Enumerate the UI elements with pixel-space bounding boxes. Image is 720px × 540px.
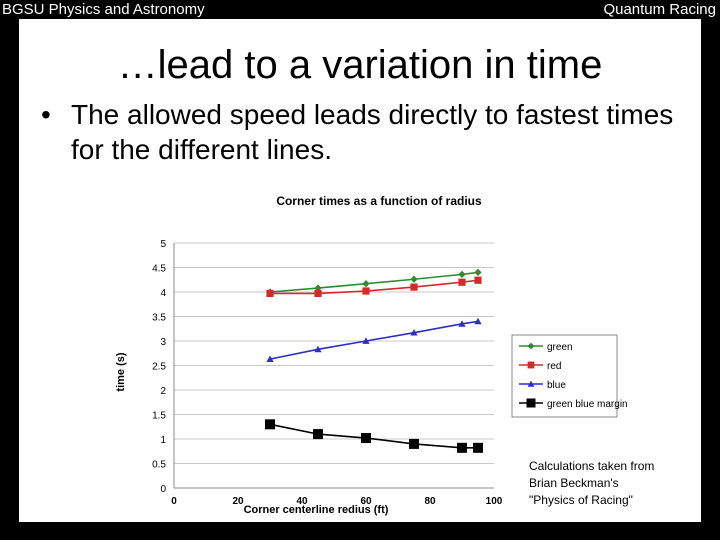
data-point-green-blue-margin	[457, 442, 467, 453]
legend-marker-blue	[527, 380, 535, 387]
y-tick-label: 0	[160, 484, 166, 495]
bullet-text: The allowed speed leads directly to fast…	[71, 99, 674, 165]
legend-label-red: red	[547, 361, 561, 372]
y-tick-label: 5	[160, 239, 166, 250]
bullet-item: • The allowed speed leads directly to fa…	[41, 97, 681, 167]
data-point-blue	[458, 320, 466, 327]
data-point-green	[362, 280, 370, 288]
tick-labels: 0 0.5 1 1.5 2 2.5 3 3.5 4 4.5 5 0 20 40 60 80 100	[152, 239, 503, 507]
legend-label-blue: blue	[547, 380, 566, 391]
data-point-green	[458, 270, 466, 278]
y-tick-label: 3.5	[152, 313, 166, 324]
slide-title: …lead to a variation in time	[117, 43, 603, 87]
data-point-blue	[266, 355, 274, 363]
credit-line: "Physics of Racing"	[529, 493, 633, 507]
data-point-red	[410, 283, 418, 291]
header-right-text: Quantum Racing	[603, 1, 716, 18]
y-tick-label: 3	[160, 337, 166, 348]
data-point-green	[410, 275, 418, 283]
credit-note: Calculations taken from Brian Beckman's …	[529, 458, 699, 509]
axes	[173, 243, 494, 489]
data-point-red	[266, 289, 274, 298]
x-tick-label: 80	[424, 496, 436, 507]
data-point-green	[474, 268, 482, 276]
data-point-red	[474, 276, 482, 284]
data-point-green-blue-margin	[409, 438, 419, 449]
data-point-green-blue-margin	[361, 433, 371, 444]
y-tick-label: 4	[160, 288, 166, 299]
x-tick-label: 60	[360, 496, 372, 507]
data-point-blue	[474, 317, 482, 325]
x-tick-label: 0	[171, 496, 177, 507]
data-point-blue	[410, 329, 418, 336]
y-tick-label: 1.5	[152, 411, 166, 422]
data-point-green-blue-margin	[265, 419, 275, 430]
data-point-green-blue-margin	[473, 442, 483, 453]
series-line-green	[269, 271, 479, 293]
data-point-red	[458, 278, 466, 286]
chart-legend: green red blue green blue margin	[511, 334, 628, 418]
y-tick-label: 1	[160, 435, 166, 446]
credit-line: Brian Beckman's	[529, 476, 619, 490]
series-line-blue	[269, 320, 479, 360]
legend-marker-green	[527, 342, 535, 350]
chart-title: Corner times as a function of radius	[276, 194, 482, 208]
legend-marker-green-blue-margin	[526, 398, 536, 408]
legend-marker-red	[527, 361, 535, 369]
series-layer	[265, 268, 483, 453]
y-tick-label: 2	[160, 386, 166, 397]
legend-label-green-blue-margin: green blue margin	[547, 399, 628, 410]
series-line-green-blue-margin	[269, 423, 478, 449]
header-left-text: BGSU Physics and Astronomy	[2, 1, 205, 18]
y-tick-label: 2.5	[152, 362, 166, 373]
data-point-green-blue-margin	[313, 429, 323, 440]
x-tick-label: 20	[232, 496, 244, 507]
slide-panel: …lead to a variation in time • The allow…	[19, 19, 701, 522]
chart: Corner times as a function of radius tim…	[115, 194, 628, 516]
y-axis-label: time (s)	[115, 352, 127, 391]
x-tick-label: 40	[296, 496, 308, 507]
data-point-blue	[362, 337, 370, 344]
data-point-blue	[314, 345, 322, 353]
data-point-red	[362, 287, 370, 295]
x-axis-label: Corner centerline redius (ft)	[244, 504, 389, 516]
y-tick-label: 4.5	[152, 264, 166, 275]
x-tick-label: 100	[486, 496, 503, 507]
credit-line: Calculations taken from	[529, 459, 655, 473]
bullet-dot-icon: •	[41, 99, 51, 130]
legend-label-green: green	[547, 342, 573, 353]
y-tick-label: 0.5	[152, 460, 166, 471]
data-point-red	[314, 289, 322, 298]
